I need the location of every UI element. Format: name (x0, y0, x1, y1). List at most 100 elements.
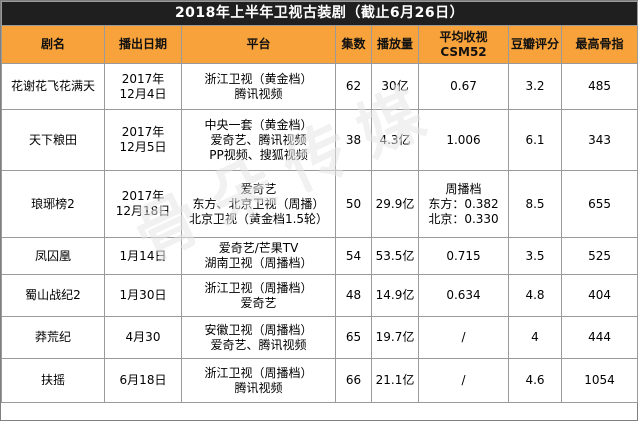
cell-date: 2017年 12月18日 (104, 170, 182, 238)
cell-episodes: 65 (335, 316, 372, 359)
cell-platform-line: 浙江卫视（周播档） (204, 280, 313, 295)
cell-rating-line: 东方：0.382 (428, 196, 499, 211)
cell-date-line: 12月18日 (115, 204, 171, 218)
cell-episodes: 48 (335, 274, 372, 317)
cell-platform-line: 北京卫视（黄金档1.5轮） (188, 211, 329, 226)
cell-bones: 485 (560, 63, 638, 110)
cell-douban: 3.5 (508, 237, 562, 275)
cell-date-line: 12月4日 (119, 86, 167, 101)
cell-date: 2017年 12月5日 (104, 109, 182, 171)
cell-platform: 爱奇艺/芒果TV 湖南卫视（周播档） (181, 237, 336, 275)
cell-platform: 爱奇艺 东方、北京卫视（周播） 北京卫视（黄金档1.5轮） (181, 170, 336, 238)
cell-date-line: 12月5日 (119, 140, 167, 154)
cell-plays: 4.3亿 (371, 109, 419, 171)
table-row: 琅琊榜2 2017年 12月18日 爱奇艺 东方、北京卫视（周播） 北京卫视（黄金档1.5… (1, 170, 638, 238)
header-bones: 最高骨指 (560, 25, 638, 64)
table-row: 蜀山战纪2 1月30日 浙江卫视（周播档） 爱奇艺 48 14.9亿 0.634 4.8 404 (1, 274, 638, 317)
header-douban: 豆瓣评分 (508, 25, 562, 64)
cell-rating: 周播档 东方：0.382 北京：0.330 (418, 170, 509, 238)
cell-platform-line: PP视频、搜狐视频 (209, 147, 308, 162)
cell-platform-line: 浙江卫视（黄金档） (204, 71, 313, 86)
cell-plays: 14.9亿 (371, 274, 419, 317)
cell-rating: 0.715 (418, 237, 509, 275)
cell-rating-line: 周播档 (445, 181, 482, 196)
cell-rating: / (418, 358, 509, 403)
cell-date-line: 4月30 (125, 330, 161, 344)
cell-platform-line: 爱奇艺、腾讯视频 (210, 132, 307, 147)
cell-name: 蜀山战纪2 (1, 274, 105, 317)
cell-platform-line: 东方、北京卫视（周播） (192, 196, 325, 211)
cell-date: 2017年 12月4日 (104, 63, 182, 110)
cell-name: 天下粮田 (1, 109, 105, 171)
cell-episodes: 66 (335, 358, 372, 403)
header-name: 剧名 (1, 25, 105, 64)
cell-rating-line: 0.715 (446, 248, 481, 263)
cell-date-line: 2017年 (121, 71, 165, 86)
cell-platform: 浙江卫视（周播档） 腾讯视频 (181, 358, 336, 403)
cell-plays: 21.1亿 (371, 358, 419, 403)
header-episodes: 集数 (335, 25, 372, 64)
cell-episodes: 38 (335, 109, 372, 171)
cell-name: 扶摇 (1, 358, 105, 403)
header-platform: 平台 (181, 25, 336, 64)
cell-date: 4月30 (104, 316, 182, 359)
table-row: 扶摇 6月18日 浙江卫视（周播档） 腾讯视频 66 21.1亿/4.6 1054 (1, 358, 638, 403)
table-body: 花谢花飞花满天 2017年 12月4日 浙江卫视（黄金档） 腾讯视频 62 30亿 0.67 3… (1, 63, 638, 403)
drama-table: 2018年上半年卫视古装剧（截止6月26日） 剧名 播出日期 平台 集数 播放量… (0, 1, 638, 403)
cell-douban: 4.8 (508, 274, 562, 317)
header-rating-line1: 平均收视 (439, 29, 488, 44)
cell-platform: 浙江卫视（黄金档） 腾讯视频 (181, 63, 336, 110)
cell-douban: 6.1 (508, 109, 562, 171)
cell-plays: 29.9亿 (371, 170, 419, 238)
cell-bones: 404 (560, 274, 638, 317)
cell-platform-line: 安徽卫视（周播档） (204, 322, 313, 337)
cell-platform-line: 浙江卫视（周播档） (204, 365, 313, 380)
cell-platform: 中央一套（黄金档） 爱奇艺、腾讯视频 PP视频、搜狐视频 (181, 109, 336, 171)
cell-rating-line: 1.006 (446, 132, 481, 147)
cell-platform-line: 爱奇艺 (240, 181, 277, 196)
cell-platform-line: 中央一套（黄金档） (204, 117, 313, 132)
cell-bones: 1054 (560, 358, 638, 403)
cell-rating: / (418, 316, 509, 359)
cell-date-line: 6月18日 (119, 373, 167, 387)
cell-date-line: 2017年 (121, 125, 165, 139)
cell-rating-line: / (461, 373, 466, 387)
cell-name: 莽荒纪 (1, 316, 105, 359)
cell-douban: 3.2 (508, 63, 562, 110)
cell-plays: 30亿 (371, 63, 419, 110)
cell-rating-line: 0.634 (446, 288, 481, 302)
table-row: 天下粮田 2017年 12月5日 中央一套（黄金档） 爱奇艺、腾讯视频 PP视频、搜狐视频… (1, 109, 638, 171)
cell-date: 1月30日 (104, 274, 182, 317)
cell-platform-line: 腾讯视频 (234, 380, 283, 395)
cell-douban: 4.6 (508, 358, 562, 403)
cell-episodes: 54 (335, 237, 372, 275)
table-row: 莽荒纪 4月30 安徽卫视（周播档） 爱奇艺、腾讯视频 65 19.7亿/4 444 (1, 316, 638, 359)
cell-rating: 1.006 (418, 109, 509, 171)
table-row: 凤囚凰 1月14日 爱奇艺/芒果TV 湖南卫视（周播档） 54 53.5亿 0.715 3.5… (1, 237, 638, 275)
cell-episodes: 62 (335, 63, 372, 110)
cell-platform-line: 腾讯视频 (234, 86, 283, 101)
header-rating: 平均收视 CSM52 (418, 25, 509, 64)
cell-episodes: 50 (335, 170, 372, 238)
cell-bones: 343 (560, 109, 638, 171)
cell-name: 凤囚凰 (1, 237, 105, 275)
table-title: 2018年上半年卫视古装剧（截止6月26日） (0, 1, 638, 26)
cell-date: 6月18日 (104, 358, 182, 403)
cell-rating-line: 北京：0.330 (428, 211, 499, 226)
cell-rating-line: 0.67 (450, 79, 477, 93)
cell-date-line: 2017年 (121, 189, 165, 203)
cell-name: 琅琊榜2 (1, 170, 105, 238)
cell-rating-line: / (461, 330, 466, 344)
header-rating-line2: CSM52 (440, 44, 487, 59)
header-plays: 播放量 (371, 25, 419, 64)
cell-bones: 655 (560, 170, 638, 238)
cell-platform: 安徽卫视（周播档） 爱奇艺、腾讯视频 (181, 316, 336, 359)
cell-douban: 8.5 (508, 170, 562, 238)
cell-name: 花谢花飞花满天 (1, 63, 105, 110)
table-row: 花谢花飞花满天 2017年 12月4日 浙江卫视（黄金档） 腾讯视频 62 30亿 0.67 3… (1, 63, 638, 110)
cell-platform-line: 爱奇艺 (240, 295, 277, 310)
cell-date-line: 1月30日 (119, 288, 167, 302)
cell-bones: 525 (560, 237, 638, 275)
cell-plays: 19.7亿 (371, 316, 419, 359)
